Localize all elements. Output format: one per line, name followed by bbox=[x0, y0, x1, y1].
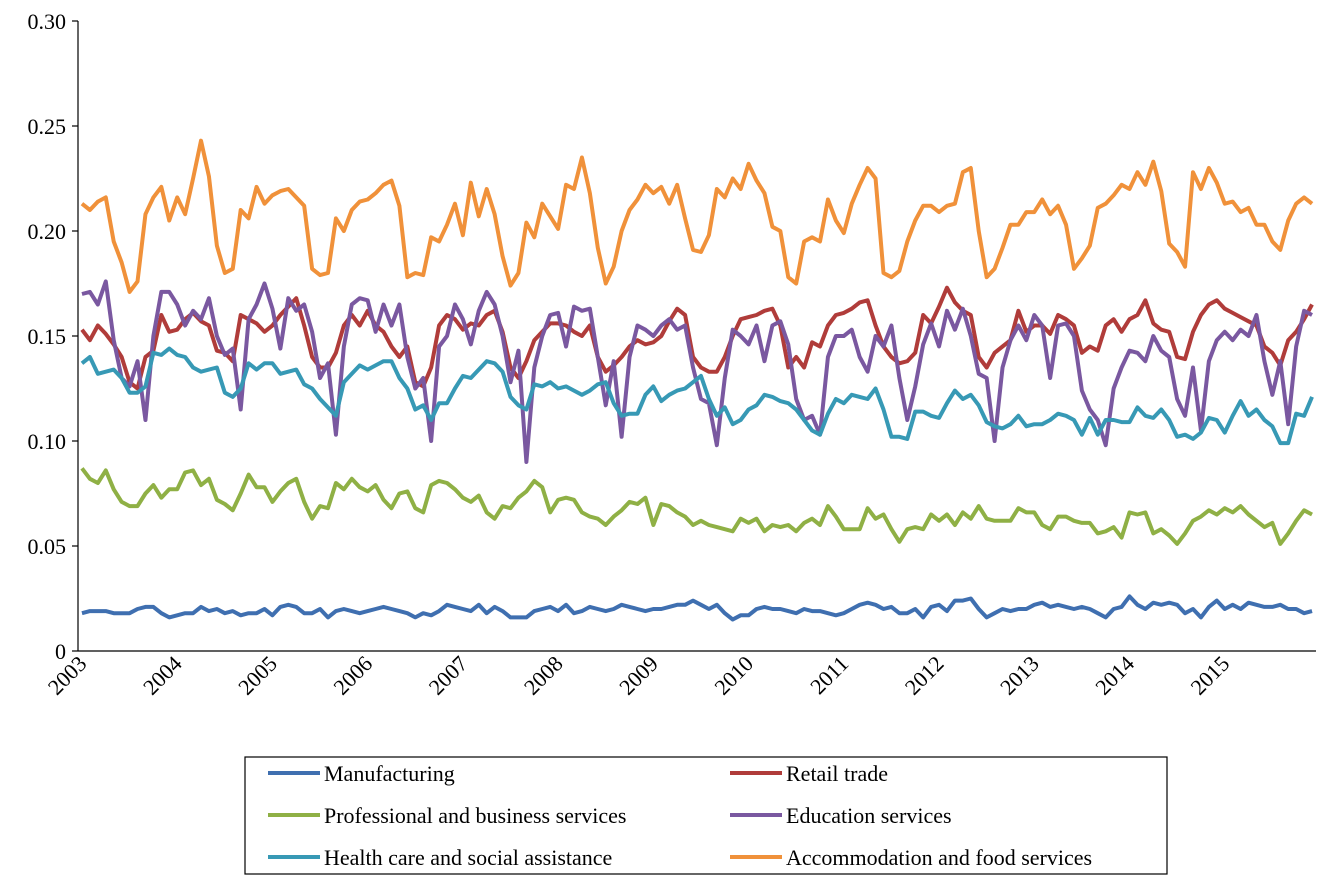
series-line bbox=[81, 279, 1313, 464]
x-tick-label: 2012 bbox=[900, 651, 949, 700]
series-line bbox=[80, 346, 1314, 446]
x-tick-label: 2004 bbox=[138, 651, 187, 700]
y-tick-label: 0.15 bbox=[28, 324, 67, 349]
x-tick-label: 2014 bbox=[1090, 651, 1139, 700]
x-tick-label: 2015 bbox=[1185, 651, 1234, 700]
x-tick-label: 2006 bbox=[328, 651, 377, 700]
x-tick-label: 2008 bbox=[519, 651, 568, 700]
x-tick-label: 2005 bbox=[233, 651, 282, 700]
x-tick-label: 2007 bbox=[424, 651, 473, 700]
series-line bbox=[80, 467, 1313, 546]
series-line bbox=[80, 138, 1314, 294]
x-tick-label: 2011 bbox=[805, 651, 853, 699]
series-line bbox=[80, 285, 1314, 391]
y-tick-label: 0.20 bbox=[28, 219, 67, 244]
x-tick-label: 2013 bbox=[995, 651, 1044, 700]
legend-label: Education services bbox=[786, 803, 952, 828]
legend-label: Professional and business services bbox=[324, 803, 626, 828]
y-tick-label: 0.05 bbox=[28, 534, 67, 559]
legend-box bbox=[244, 756, 1168, 875]
x-tick-label: 2003 bbox=[43, 651, 92, 700]
x-tick-label: 2010 bbox=[709, 651, 758, 700]
y-tick-label: 0 bbox=[55, 639, 66, 664]
x-tick-label: 2009 bbox=[614, 651, 663, 700]
y-tick-label: 0.30 bbox=[28, 9, 67, 34]
legend-label: Health care and social assistance bbox=[324, 845, 612, 870]
legend-label: Accommodation and food services bbox=[786, 845, 1092, 870]
legend-label: Retail trade bbox=[786, 761, 888, 786]
y-tick-label: 0.25 bbox=[28, 114, 67, 139]
legend-label: Manufacturing bbox=[324, 761, 455, 786]
series-line bbox=[81, 594, 1313, 622]
y-tick-label: 0.10 bbox=[28, 429, 67, 454]
